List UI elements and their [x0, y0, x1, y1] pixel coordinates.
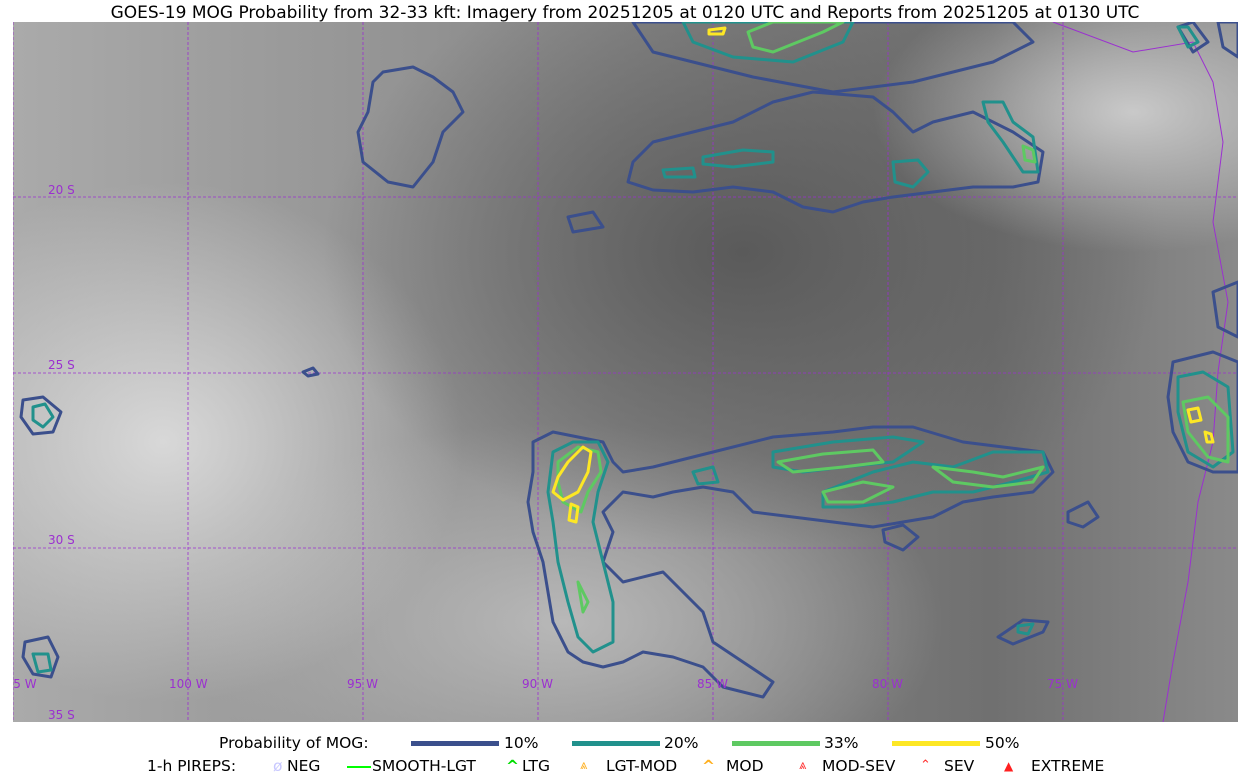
lat-label-30s: 30 S	[48, 533, 75, 547]
map-overlay	[13, 22, 1238, 722]
legend-50pct: 50%	[985, 734, 1020, 752]
contour-10pct	[19, 22, 1238, 699]
swatch-33pct	[732, 741, 820, 746]
lon-label-80w: 80 W	[872, 677, 903, 691]
caret-icon: ^	[506, 757, 519, 775]
lon-label-75w: 75 W	[1047, 677, 1078, 691]
pirep-legend-title: 1-h PIREPS:	[147, 757, 237, 775]
legend-mod: MOD	[726, 757, 764, 775]
double-caret-icon: ⌃	[920, 758, 931, 773]
legend-sev: SEV	[944, 757, 975, 775]
contours	[19, 22, 1238, 699]
legend-neg: NEG	[287, 757, 321, 775]
lat-label-35s: 35 S	[48, 708, 75, 722]
contour-50pct	[551, 26, 1215, 524]
contour-33pct	[556, 22, 1230, 614]
legend-33pct: 33%	[824, 734, 859, 752]
legend-extreme: EXTREME	[1031, 757, 1105, 775]
contour-20pct	[31, 22, 1235, 674]
satellite-map: 20 S 25 S 30 S 35 S 105 W 100 W 95 W 90 …	[13, 22, 1238, 722]
lon-label-85w: 85 W	[697, 677, 728, 691]
legend-smooth-lgt: SMOOTH-LGT	[372, 757, 476, 775]
caret-bar-icon: ⩓	[580, 758, 588, 773]
neg-circle-icon: ø	[273, 757, 283, 775]
lat-label-25s: 25 S	[48, 358, 75, 372]
graticule	[13, 22, 1238, 722]
lat-label-20s: 20 S	[48, 183, 75, 197]
lon-label-105w: 105 W	[13, 677, 37, 691]
legend-mod-sev: MOD-SEV	[822, 757, 896, 775]
line-icon	[347, 766, 371, 768]
legend-ltg: LTG	[522, 757, 550, 775]
legend-20pct: 20%	[664, 734, 699, 752]
prob-legend-title: Probability of MOG:	[219, 734, 369, 752]
lon-label-95w: 95 W	[347, 677, 378, 691]
double-caret-bar-icon: ⩓	[799, 758, 807, 773]
legend-10pct: 10%	[504, 734, 539, 752]
lon-label-100w: 100 W	[169, 677, 208, 691]
swatch-50pct	[892, 741, 980, 746]
swatch-10pct	[411, 741, 499, 746]
coastline	[1052, 22, 1229, 722]
lon-label-90w: 90 W	[522, 677, 553, 691]
caret-icon-mod: ^	[702, 757, 715, 775]
chart-title: GOES-19 MOG Probability from 32-33 kft: …	[110, 3, 1140, 23]
swatch-20pct	[572, 741, 660, 746]
legend-lgt-mod: LGT-MOD	[606, 757, 678, 775]
filled-triangle-icon: ▲	[1004, 759, 1014, 773]
